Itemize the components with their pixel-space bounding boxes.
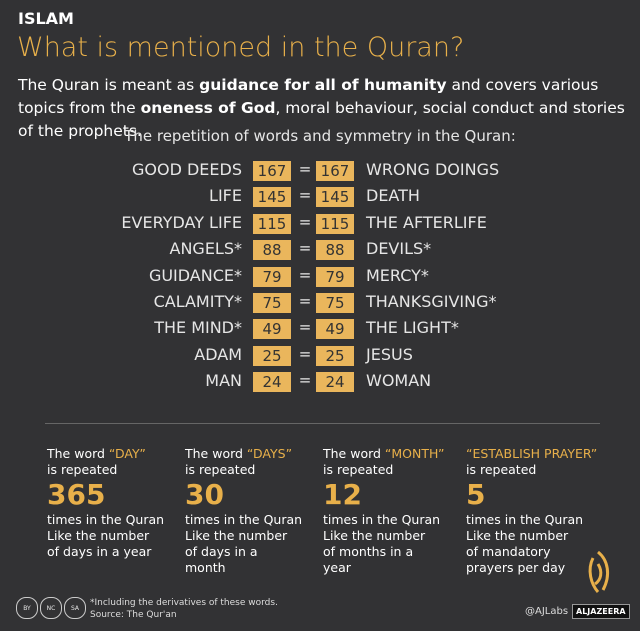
left-count: 115 [253,213,291,234]
fact-lead: The word [185,446,247,461]
right-word: WOMAN [366,371,432,391]
right-count: 75 [316,293,354,313]
right-count: 115 [316,213,354,234]
fact-heading: The word “MONTH” [323,446,463,462]
fact-note: Like the number of months in a year [323,528,426,575]
left-count: 145 [253,187,291,208]
fact-repeated: is repeated [323,462,394,477]
left-word: ANGELS* [169,239,243,259]
intro-text: The Quran is meant as [18,76,200,94]
fact-word: “MONTH” [384,446,445,461]
left-count: 49 [253,319,291,340]
equals: = [298,371,312,390]
left-word: LIFE [209,186,242,206]
right-count: 79 [316,266,354,287]
right-word: WRONG DOINGS [366,160,500,179]
left-count: 167 [253,161,291,181]
right-word: DEVILS* [366,239,432,259]
left-word: ADAM [194,344,242,364]
fact-number: 5 [466,478,486,511]
right-word: THE AFTERLIFE [366,212,487,232]
fact-number: 12 [323,478,362,511]
fact-repeated: is repeated [466,462,537,477]
right-word: THE LIGHT* [366,318,459,338]
equals: = [298,239,312,258]
fact-heading: “ESTABLISH PRAYER” [466,446,606,462]
intro: The Quran is meant as guidance for all o… [18,74,628,143]
fact-heading: The word “DAYS” [185,446,325,462]
brand: ALJAZEERA [572,604,630,619]
license-icon: NC [40,597,62,619]
left-word: GOOD DEEDS [131,160,242,179]
left-word: MAN [205,371,242,391]
license-icon: BY [16,597,38,619]
divider [45,423,600,424]
handle: @AJLabs [525,606,569,617]
intro-bold: oneness of God [140,99,276,117]
right-count: 145 [316,187,354,208]
fact-times: times in the Quran [466,512,584,527]
equals: = [298,160,312,178]
left-count: 25 [253,345,291,366]
subtitle: The repetition of words and symmetry in … [124,127,516,145]
left-word: THE MIND* [154,318,242,338]
fact-times: times in the Quran [185,512,303,527]
equals: = [298,186,312,205]
fact: The word “DAYS” is repeated 30 times in the… [185,446,325,576]
right-count: 167 [316,161,354,181]
license-icon: SA [64,597,86,619]
intro-text: and covers various topics from the [18,76,599,117]
right-count: 25 [316,345,354,366]
left-word: CALAMITY* [153,292,242,311]
equals: = [298,344,312,363]
fact-heading: The word “DAY” [47,446,187,462]
equals: = [298,318,312,337]
left-word: EVERYDAY LIFE [121,212,242,232]
right-count: 24 [316,372,354,393]
logo [588,550,610,593]
right-word: JESUS [366,344,413,364]
right-word: DEATH [366,186,420,206]
fact-note: Like the number of days in a year [47,528,152,559]
fact-times: times in the Quran [323,512,441,527]
footnote: *Including the derivatives of these word… [90,598,278,608]
left-count: 75 [253,293,291,313]
fact-repeated: is repeated [47,462,118,477]
source: Source: The Qur'an [90,610,177,620]
fact-word: “DAY” [108,446,146,461]
right-count: 88 [316,240,354,261]
left-count: 79 [253,266,291,287]
left-count: 24 [253,372,291,393]
right-word: THANKSGIVING* [366,292,497,311]
fact-number: 365 [47,478,106,511]
equals: = [298,292,312,310]
license-icons: BY NC SA [16,597,86,619]
title: What is mentioned in the Quran? [17,32,465,63]
fact: The word “MONTH” is repeated 12 times in th… [323,446,463,576]
left-word: GUIDANCE* [148,265,242,285]
fact-word: “DAYS” [246,446,293,461]
fact-times: times in the Quran [47,512,165,527]
fact-word: “ESTABLISH PRAYER” [466,446,598,461]
fact: The word “DAY” is repeated 365 times in the… [47,446,187,560]
left-count: 88 [253,240,291,261]
intro-text: , moral behaviour, social conduct and st… [18,99,625,140]
category-label: ISLAM [18,9,74,28]
fact-number: 30 [185,478,224,511]
fact-lead: The word [323,446,385,461]
equals: = [298,265,312,284]
fact-repeated: is repeated [185,462,256,477]
right-word: MERCY* [366,265,429,285]
fact-lead: The word [47,446,109,461]
right-count: 49 [316,319,354,340]
fact-note: Like the number of mandatory prayers per… [466,528,569,575]
fact-note: Like the number of days in a month [185,528,288,575]
equals: = [298,212,312,231]
fact: “ESTABLISH PRAYER” is repeated 5 times in t… [466,446,606,576]
footnotes: *Including the derivatives of these word… [90,597,278,621]
intro-bold: guidance for all of humanity [199,76,447,94]
